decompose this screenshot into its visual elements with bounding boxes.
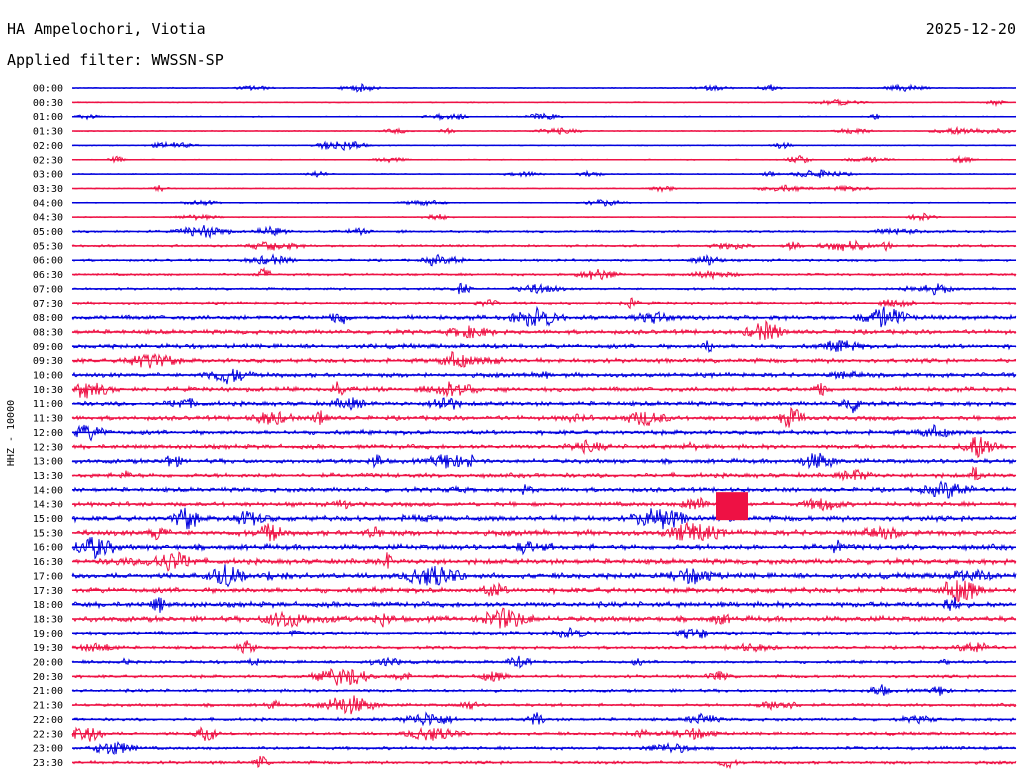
time-label: 22:30 xyxy=(33,729,63,740)
time-label: 16:00 xyxy=(33,543,63,554)
time-label: 05:00 xyxy=(33,227,63,238)
record-date: 2025-12-20 xyxy=(925,20,1016,38)
time-label: 04:00 xyxy=(33,198,63,209)
time-label: 17:00 xyxy=(33,571,63,582)
time-label: 02:00 xyxy=(33,141,63,152)
time-label: 18:30 xyxy=(33,614,63,625)
trace-row xyxy=(71,640,1017,655)
time-label: 19:30 xyxy=(33,643,63,654)
time-label: 00:00 xyxy=(33,84,63,95)
time-label: 00:30 xyxy=(33,98,63,109)
time-label: 11:00 xyxy=(33,399,63,410)
station-title: HA Ampelochori, Viotia xyxy=(7,20,206,38)
trace-row xyxy=(71,668,1017,686)
time-label: 02:30 xyxy=(33,155,63,166)
time-label: 05:30 xyxy=(33,241,63,252)
time-label: 06:30 xyxy=(33,270,63,281)
time-label: 13:30 xyxy=(33,471,63,482)
trace-row xyxy=(71,397,1017,414)
time-label: 08:00 xyxy=(33,313,63,324)
time-label: 03:00 xyxy=(33,170,63,181)
time-label: 07:30 xyxy=(33,299,63,310)
clipped-signal-block xyxy=(716,492,748,521)
time-label: 10:30 xyxy=(33,385,63,396)
time-label: 08:30 xyxy=(33,327,63,338)
trace-row xyxy=(71,466,1017,482)
time-label: 09:00 xyxy=(33,342,63,353)
time-label: 21:30 xyxy=(33,701,63,712)
time-label: 03:30 xyxy=(33,184,63,195)
time-label: 09:30 xyxy=(33,356,63,367)
time-label: 23:00 xyxy=(33,744,63,755)
time-label: 01:00 xyxy=(33,112,63,123)
time-label: 20:30 xyxy=(33,672,63,683)
trace-row xyxy=(71,711,1017,727)
time-label: 14:30 xyxy=(33,500,63,511)
time-label: 15:30 xyxy=(33,528,63,539)
time-label: 20:00 xyxy=(33,658,63,669)
time-label: 19:00 xyxy=(33,629,63,640)
time-label: 12:30 xyxy=(33,442,63,453)
time-label: 15:00 xyxy=(33,514,63,525)
time-label: 21:00 xyxy=(33,686,63,697)
time-label: 18:00 xyxy=(33,600,63,611)
trace-row xyxy=(71,319,1017,340)
time-label: 10:00 xyxy=(33,371,63,382)
time-label: 22:00 xyxy=(33,715,63,726)
time-label: 23:30 xyxy=(33,758,63,769)
trace-row xyxy=(71,368,1017,385)
seismic-traces xyxy=(71,83,1017,770)
time-label: 01:30 xyxy=(33,127,63,138)
time-label: 13:00 xyxy=(33,457,63,468)
time-label: 06:00 xyxy=(33,256,63,267)
time-label: 07:00 xyxy=(33,284,63,295)
trace-row xyxy=(71,305,1017,328)
time-label: 16:30 xyxy=(33,557,63,568)
trace-row xyxy=(72,607,1017,629)
time-label: 17:30 xyxy=(33,586,63,597)
trace-row xyxy=(71,406,1016,428)
time-label: 14:00 xyxy=(33,485,63,496)
filter-description: Applied filter: WWSSN-SP xyxy=(7,51,224,69)
trace-row xyxy=(71,726,1017,742)
time-label: 12:00 xyxy=(33,428,63,439)
time-labels: 00:00 00:30 01:00 01:30 02:00 02:30 03:00 03:30… xyxy=(33,84,63,769)
time-label: 11:30 xyxy=(33,414,63,425)
time-label: 04:30 xyxy=(33,213,63,224)
